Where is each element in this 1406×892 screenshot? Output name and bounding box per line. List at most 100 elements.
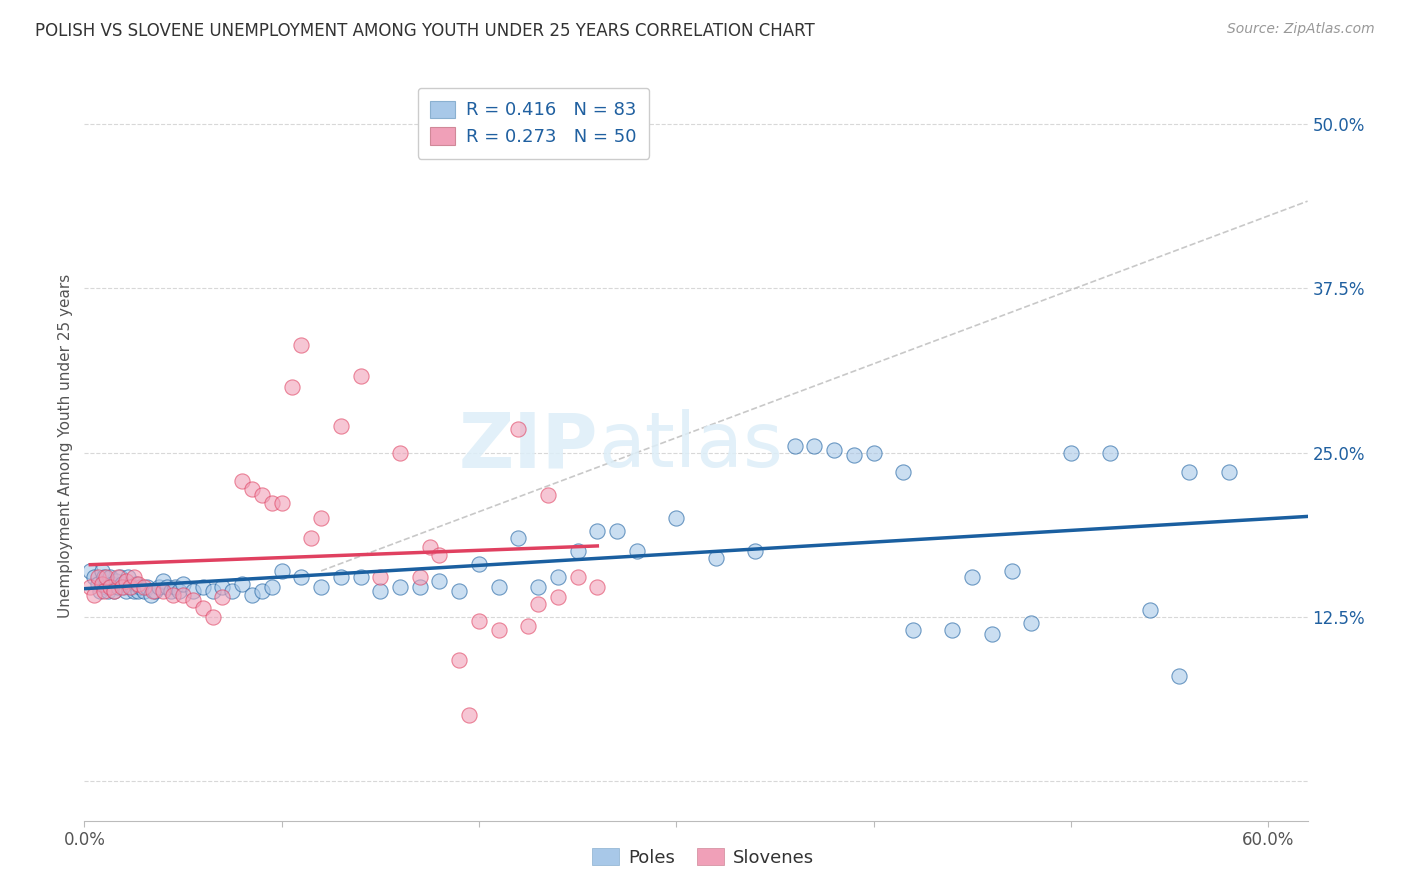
Point	[309, 511, 332, 525]
Point	[329, 570, 352, 584]
Point	[148, 580, 170, 594]
Point	[117, 570, 139, 584]
Point	[260, 580, 283, 594]
Point	[114, 574, 136, 589]
Point	[172, 588, 194, 602]
Point	[114, 583, 136, 598]
Point	[508, 531, 530, 545]
Point	[172, 577, 194, 591]
Point	[87, 577, 110, 591]
Text: POLISH VS SLOVENE UNEMPLOYMENT AMONG YOUTH UNDER 25 YEARS CORRELATION CHART: POLISH VS SLOVENE UNEMPLOYMENT AMONG YOU…	[35, 22, 815, 40]
Point	[94, 570, 117, 584]
Point	[191, 600, 214, 615]
Point	[1178, 465, 1201, 479]
Point	[240, 483, 263, 497]
Point	[270, 564, 292, 578]
Point	[103, 583, 125, 598]
Point	[94, 580, 117, 594]
Point	[468, 614, 491, 628]
Point	[79, 580, 101, 594]
Point	[231, 577, 253, 591]
Point	[108, 570, 131, 584]
Point	[162, 588, 184, 602]
Point	[290, 570, 312, 584]
Point	[132, 583, 155, 598]
Point	[547, 570, 569, 584]
Point	[368, 583, 391, 598]
Point	[127, 577, 149, 591]
Point	[87, 570, 110, 584]
Point	[121, 580, 143, 594]
Point	[290, 338, 312, 352]
Point	[91, 564, 114, 578]
Point	[141, 588, 163, 602]
Point	[103, 583, 125, 598]
Point	[309, 580, 332, 594]
Point	[429, 548, 451, 562]
Point	[211, 590, 233, 604]
Point	[803, 439, 825, 453]
Point	[429, 574, 451, 589]
Point	[156, 580, 179, 594]
Point	[586, 580, 609, 594]
Point	[124, 577, 146, 591]
Point	[145, 583, 167, 598]
Point	[960, 570, 983, 584]
Point	[112, 580, 135, 594]
Point	[221, 583, 243, 598]
Point	[349, 369, 371, 384]
Point	[980, 627, 1002, 641]
Point	[122, 583, 145, 598]
Point	[744, 544, 766, 558]
Point	[368, 570, 391, 584]
Point	[107, 570, 129, 584]
Point	[191, 580, 214, 594]
Point	[488, 580, 510, 594]
Point	[167, 583, 190, 598]
Point	[665, 511, 688, 525]
Point	[128, 580, 150, 594]
Point	[901, 623, 924, 637]
Point	[91, 577, 114, 591]
Point	[329, 419, 352, 434]
Point	[107, 580, 129, 594]
Point	[567, 570, 589, 584]
Point	[93, 583, 115, 598]
Point	[101, 577, 124, 591]
Point	[891, 465, 914, 479]
Point	[862, 445, 884, 459]
Point	[1168, 669, 1191, 683]
Point	[941, 623, 963, 637]
Point	[389, 445, 412, 459]
Point	[83, 570, 105, 584]
Point	[1060, 445, 1083, 459]
Point	[152, 574, 174, 589]
Point	[136, 580, 159, 594]
Point	[626, 544, 648, 558]
Point	[527, 580, 550, 594]
Point	[842, 448, 865, 462]
Point	[118, 580, 141, 594]
Point	[201, 610, 224, 624]
Point	[1099, 445, 1122, 459]
Point	[567, 544, 589, 558]
Point	[152, 583, 174, 598]
Point	[181, 592, 204, 607]
Point	[449, 583, 471, 598]
Point	[527, 597, 550, 611]
Point	[458, 708, 481, 723]
Point	[1001, 564, 1024, 578]
Point	[181, 583, 204, 598]
Point	[201, 583, 224, 598]
Point	[537, 488, 560, 502]
Point	[517, 619, 540, 633]
Legend: R = 0.416   N = 83, R = 0.273   N = 50: R = 0.416 N = 83, R = 0.273 N = 50	[418, 88, 650, 159]
Legend: Poles, Slovenes: Poles, Slovenes	[585, 841, 821, 874]
Point	[606, 524, 628, 539]
Point	[79, 564, 101, 578]
Point	[97, 583, 120, 598]
Point	[160, 583, 183, 598]
Point	[93, 570, 115, 584]
Point	[449, 653, 471, 667]
Point	[280, 380, 302, 394]
